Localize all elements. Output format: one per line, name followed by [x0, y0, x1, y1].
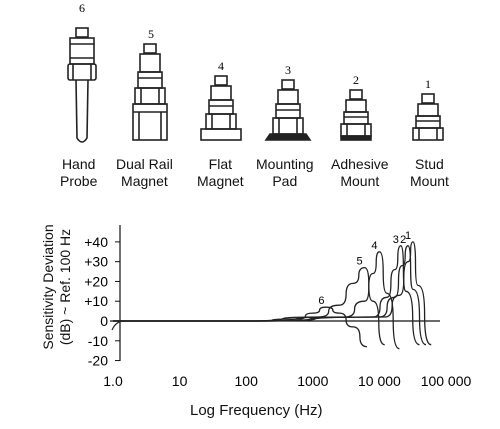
mount-number-5: 5 [148, 27, 154, 41]
dual-rail-magnet-drawing [132, 43, 168, 141]
mount-number-2: 2 [353, 73, 359, 87]
mount-label-stud-mount: Stud Mount [410, 156, 449, 189]
mount-label-flat-magnet: Flat Magnet [197, 156, 244, 189]
mount-label-adhesive-mount: Adhesive Mount [331, 156, 389, 189]
stud-mount-drawing [412, 93, 444, 141]
x-tick-label: 1.0 [103, 373, 123, 389]
curve-label-3: 3 [393, 234, 399, 246]
curve-label-5: 5 [357, 256, 363, 268]
mount-number-4: 4 [218, 59, 224, 73]
curve-label-6: 6 [318, 295, 324, 307]
mount-number-3: 3 [285, 63, 291, 77]
mount-number-1: 1 [425, 77, 431, 91]
x-tick-label: 100 000 [421, 373, 472, 389]
y-axis-title: Sensitivity Deviation (dB) ~ Ref. 100 Hz [40, 224, 73, 350]
x-tick-label: 10 [172, 373, 188, 389]
y-tick-label: -20 [88, 353, 108, 369]
y-tick-label: +10 [84, 293, 108, 309]
mounting-pad-drawing [264, 79, 312, 141]
x-tick-label: 100 [235, 373, 259, 389]
adhesive-mount-drawing [340, 89, 372, 141]
y-tick-label: +20 [84, 273, 108, 289]
y-tick-label: -10 [88, 333, 108, 349]
x-axis-title: Log Frequency (Hz) [190, 402, 323, 419]
x-tick-label: 1000 [297, 373, 328, 389]
mount-number-6: 6 [79, 1, 85, 15]
low-frequency-rolloff [111, 320, 125, 331]
x-tick-label: 10 000 [358, 373, 401, 389]
response-curve-5 [113, 266, 385, 346]
response-curve-1 [113, 241, 432, 346]
curve-label-2: 2 [400, 234, 406, 246]
response-curve-3 [113, 245, 420, 346]
mount-label-hand-probe: Hand Probe [60, 156, 98, 189]
mount-label-mounting-pad: Mounting Pad [256, 156, 314, 189]
curve-label-4: 4 [371, 240, 377, 252]
mount-label-dual-rail-magnet: Dual Rail Magnet [116, 156, 173, 189]
y-tick-label: 0 [100, 313, 108, 329]
sensitivity-chart: +40 +30 +20 +10 0 -10 -20 1.0 10 100 1000 10 000 10… [84, 225, 472, 389]
flat-magnet-drawing [200, 75, 242, 141]
curve-label-1: 1 [405, 230, 411, 242]
hand-probe-drawing [67, 27, 97, 143]
y-tick-label: +40 [84, 234, 108, 250]
y-tick-label: +30 [84, 254, 108, 270]
